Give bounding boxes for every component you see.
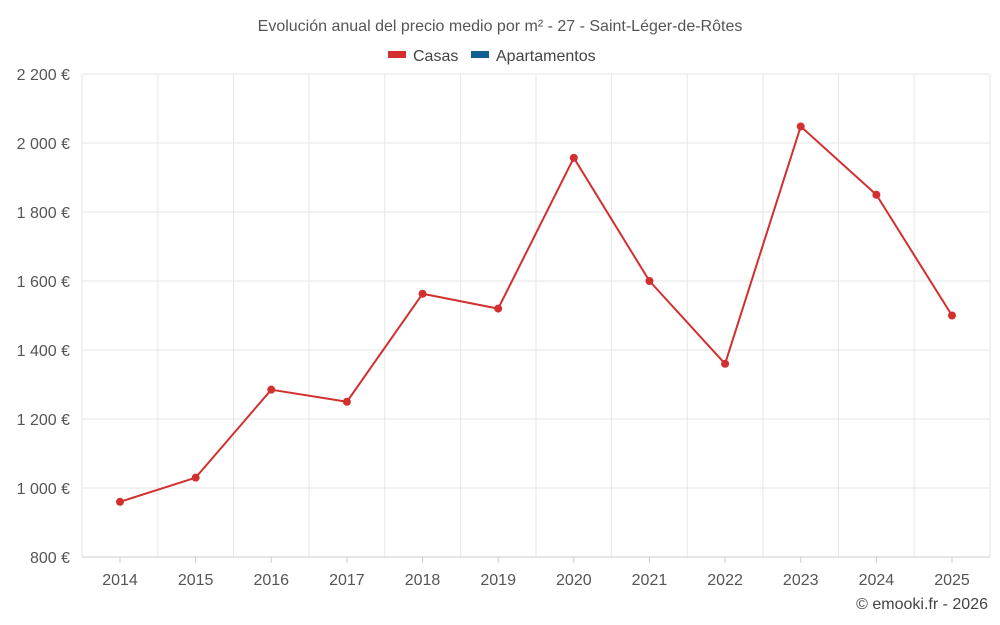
data-point-2018[interactable] xyxy=(418,289,427,298)
series-points xyxy=(116,122,956,506)
x-tick-label: 2017 xyxy=(329,572,365,589)
x-tick-label: 2020 xyxy=(556,572,592,589)
data-point-2020[interactable] xyxy=(569,153,578,162)
x-tick-label: 2019 xyxy=(480,572,516,589)
y-tick-label: 2 200 € xyxy=(17,67,70,84)
data-point-2024[interactable] xyxy=(872,190,881,199)
data-point-2014[interactable] xyxy=(116,497,124,506)
x-tick-label: 2025 xyxy=(934,572,970,589)
y-tick-label: 1 600 € xyxy=(17,274,70,291)
x-tick-label: 2018 xyxy=(405,572,441,589)
x-tick-label: 2015 xyxy=(178,572,214,589)
data-point-2021[interactable] xyxy=(645,277,654,285)
legend-swatch-apartamentos[interactable] xyxy=(471,51,489,58)
x-tick-label: 2021 xyxy=(632,572,668,589)
data-point-2022[interactable] xyxy=(721,359,730,368)
x-tick-label: 2016 xyxy=(253,572,289,589)
x-tick-label: 2014 xyxy=(102,572,138,589)
x-axis: 2014 2015 2016 2017 2018 2019 2020 2021 2022 2023… xyxy=(82,556,990,589)
legend-swatch-casas[interactable] xyxy=(388,51,406,58)
legend-label-apartamentos[interactable]: Apartamentos xyxy=(496,48,596,65)
data-point-2023[interactable] xyxy=(796,122,805,131)
series-line-casas[interactable] xyxy=(119,125,953,503)
legend-label-casas[interactable]: Casas xyxy=(413,48,458,65)
y-tick-label: 2 000 € xyxy=(17,136,70,153)
chart-grid xyxy=(81,73,991,557)
y-tick-label: 1 000 € xyxy=(17,481,70,498)
x-tick-label: 2024 xyxy=(859,572,895,589)
series-lines xyxy=(119,125,953,503)
data-point-2015[interactable] xyxy=(191,473,200,482)
chart-legend: Casas Apartamentos xyxy=(388,48,596,65)
data-point-2025[interactable] xyxy=(948,311,956,320)
data-point-2019[interactable] xyxy=(494,304,503,313)
y-tick-label: 1 400 € xyxy=(17,343,70,360)
y-tick-label: 1 200 € xyxy=(17,412,70,429)
credit-text: © emooki.fr - 2026 xyxy=(856,596,988,613)
y-tick-label: 1 800 € xyxy=(17,205,70,222)
data-point-2016[interactable] xyxy=(267,385,276,394)
data-point-2017[interactable] xyxy=(342,397,351,406)
y-axis: 800 € 1 000 € 1 200 € 1 400 € 1 600 € 1 800 €… xyxy=(17,67,70,567)
x-tick-label: 2022 xyxy=(707,572,743,589)
y-tick-label: 800 € xyxy=(30,550,70,567)
x-tick-label: 2023 xyxy=(783,572,819,589)
chart-title: Evolución anual del precio medio por m² … xyxy=(258,18,743,35)
